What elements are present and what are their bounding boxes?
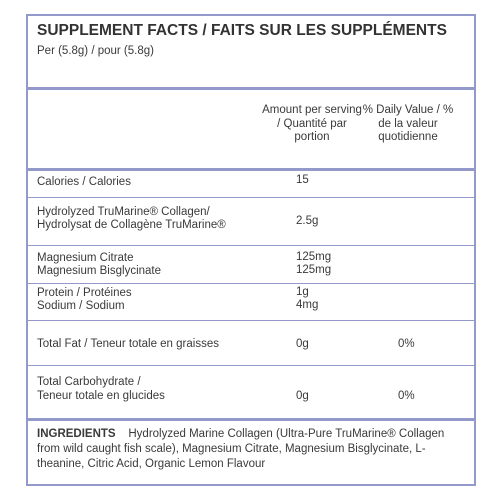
daily-value: 0% [398,390,415,402]
divider [28,168,474,171]
divider [28,283,474,284]
row-label: Total Fat / Teneur totale en graisses [37,338,219,350]
serving-size: Per (5.8g) / pour (5.8g) [37,45,154,57]
amount: 15 [296,174,309,186]
row-label: Calories / Calories [37,176,131,188]
amount: 1g [296,286,309,298]
amount: 0g [296,338,309,350]
amount: 4mg [296,299,319,311]
divider [28,418,474,421]
row-label: Total Carbohydrate / [37,376,141,388]
daily-value: 0% [398,338,415,350]
ingredients: INGREDIENTS Hydrolyzed Marine Collagen (… [37,427,467,472]
divider [28,365,474,366]
divider [28,87,474,90]
ingredients-text: Hydrolyzed Marine Collagen (Ultra-Pure T… [37,428,445,470]
title: SUPPLEMENT FACTS / FAITS SUR LES SUPPLÉM… [37,22,447,39]
row-label: Hydrolysat de Collagène TruMarine® [37,219,226,231]
amount: 0g [296,390,309,402]
row-label: Hydrolyzed TruMarine® Collagen/ [37,206,210,218]
row-label: Magnesium Citrate [37,252,134,264]
amount: 125mg [296,264,332,276]
divider [28,245,474,246]
column-header: % Daily Value / % de la valeur quotidien… [362,104,454,143]
row-label: Protein / Protéines [37,287,132,299]
row-label: Magnesium Bisglycinate [37,265,162,277]
divider [28,197,474,198]
ingredients-heading: INGREDIENTS [37,428,116,440]
amount: 125mg [296,251,332,263]
panel-border [26,14,476,486]
row-label: Teneur totale en glucides [37,390,165,402]
column-header: Amount per serving / Quantité par portio… [262,104,362,143]
row-label: Sodium / Sodium [37,300,125,312]
amount: 2.5g [296,215,319,227]
divider [28,320,474,321]
